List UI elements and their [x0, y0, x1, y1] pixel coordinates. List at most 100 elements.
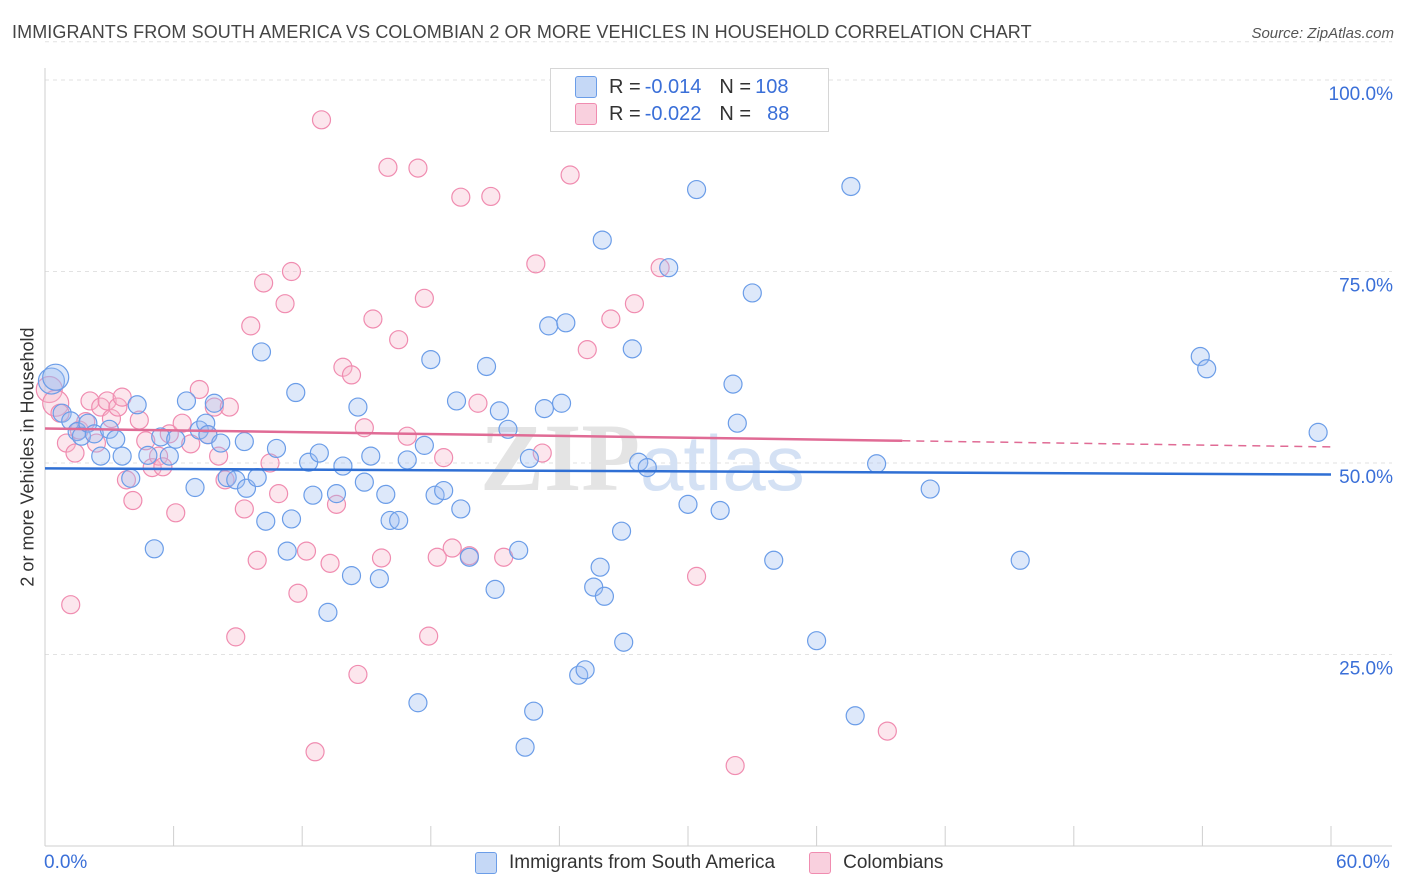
colombians-point — [434, 448, 454, 468]
immigrants-point — [106, 429, 126, 449]
immigrants-point — [524, 701, 544, 721]
colombians-point — [269, 484, 289, 504]
colombians-point — [226, 627, 246, 647]
colombians-point — [108, 397, 128, 417]
immigrants-point — [91, 446, 111, 466]
colombians-point — [526, 254, 546, 274]
immigrants-point — [1010, 550, 1030, 570]
immigrants-point — [727, 413, 747, 433]
immigrants-point — [277, 541, 297, 561]
colombians-point — [166, 503, 186, 523]
immigrants-point — [434, 480, 454, 501]
immigrants-point — [266, 438, 287, 459]
immigrants-point — [686, 179, 707, 200]
colombians-point — [241, 316, 261, 336]
colombians-point — [378, 157, 398, 177]
immigrants-point — [37, 367, 66, 395]
colombians-point — [877, 721, 897, 741]
immigrants-point — [509, 540, 529, 560]
gridlines — [45, 41, 1392, 655]
immigrants-point — [196, 413, 216, 433]
immigrants-point — [592, 230, 612, 250]
colombians-point — [123, 490, 143, 511]
series-legend-colombians: Colombians — [809, 852, 943, 874]
immigrants-point — [659, 258, 679, 278]
immigrants-point — [594, 586, 615, 606]
immigrants-point — [637, 457, 657, 478]
immigrants-point — [764, 550, 784, 570]
colombians-point — [442, 538, 462, 558]
axes — [44, 68, 1392, 847]
immigrants-point — [211, 433, 231, 453]
colombians-point — [389, 330, 409, 350]
legend-r-label: R = — [609, 102, 641, 125]
immigrants-point — [622, 339, 642, 359]
colombians-point — [153, 457, 173, 477]
colombians-point — [601, 309, 621, 329]
immigrants-point — [78, 413, 98, 433]
immigrants-point — [185, 477, 205, 498]
colombians-point — [80, 391, 100, 411]
trend-lines — [44, 427, 1332, 476]
immigrants-point — [806, 631, 827, 651]
immigrants-point — [498, 419, 518, 439]
colombians-trend-line — [44, 427, 903, 443]
source-label: Source: ZipAtlas.com — [1251, 25, 1394, 42]
colombians-point — [311, 110, 332, 130]
colombians-point — [481, 186, 501, 207]
immigrants-point — [742, 283, 762, 303]
immigrants-point — [1308, 422, 1328, 442]
immigrants-point — [121, 468, 141, 488]
immigrants-trend-line — [44, 467, 1332, 476]
immigrants-point — [489, 401, 509, 421]
colombians-point — [305, 742, 325, 762]
immigrants-point — [251, 342, 272, 362]
immigrants-point — [678, 494, 698, 514]
colombians-point — [419, 626, 439, 646]
immigrants-point — [920, 479, 940, 499]
immigrants-point — [256, 511, 276, 531]
y-tick-label: 100.0% — [1329, 84, 1394, 105]
immigrants-point — [127, 395, 147, 415]
legend-r-value: -0.022 — [644, 102, 702, 125]
colombians-point — [254, 273, 274, 293]
immigrants-point — [867, 454, 887, 474]
colombians-point — [275, 294, 295, 314]
immigrants-point — [408, 693, 428, 713]
immigrants-point — [556, 313, 576, 333]
immigrants-point — [361, 446, 381, 466]
immigrants-point — [176, 391, 197, 411]
immigrants-point — [569, 665, 589, 685]
colombians-point — [363, 309, 383, 329]
series-label-colombians: Colombians — [843, 852, 944, 873]
immigrants-point — [369, 569, 389, 589]
colombians-point — [181, 434, 201, 454]
colombians-point — [348, 664, 368, 685]
immigrants-point — [144, 539, 164, 559]
colombians-point — [97, 391, 117, 411]
colombians-point — [296, 541, 317, 561]
immigrants-point — [354, 472, 374, 492]
colombians-point — [281, 261, 302, 282]
immigrants-point — [303, 485, 323, 505]
legend-n-value: 108 — [755, 75, 789, 98]
immigrants-point — [485, 579, 505, 599]
colombians-point — [112, 387, 132, 407]
series-swatch-pink — [809, 852, 832, 874]
colombians-point — [219, 397, 239, 417]
immigrants-point — [166, 429, 186, 449]
immigrants-point — [451, 499, 471, 519]
immigrants-point — [515, 737, 535, 757]
immigrants-point — [112, 446, 132, 466]
legend-swatch-pink — [575, 103, 597, 125]
immigrants-point — [614, 632, 634, 652]
immigrants-point — [841, 176, 861, 197]
immigrants-point — [845, 706, 865, 726]
immigrants-points — [37, 176, 1328, 757]
legend-n-label: N = — [719, 75, 752, 98]
colombians-point — [408, 158, 428, 178]
y-tick-label: 75.0% — [1339, 276, 1393, 297]
legend-swatch-blue — [575, 76, 597, 98]
immigrants-point — [590, 557, 610, 577]
immigrants-point — [333, 456, 353, 476]
